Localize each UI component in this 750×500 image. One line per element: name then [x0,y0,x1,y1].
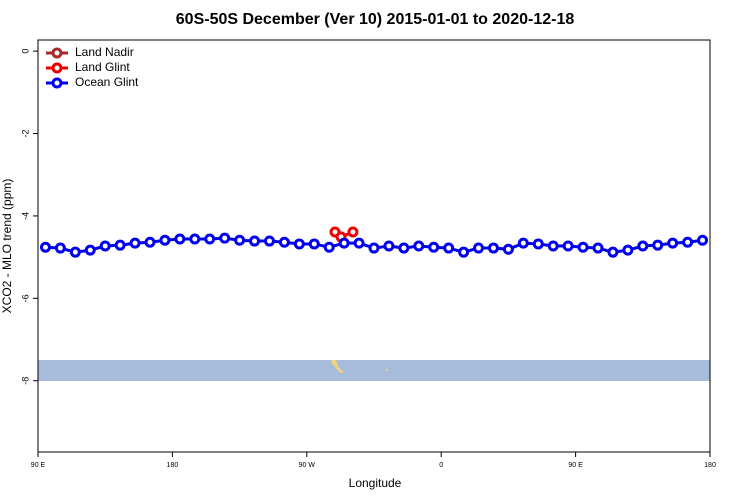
y-tick-label: -8 [20,377,30,385]
point [592,242,604,254]
point [129,237,141,249]
point [428,241,440,253]
point [189,233,201,245]
point [54,242,66,254]
x-tick-label: 180 [167,462,179,469]
y-tick-label: -4 [20,212,30,220]
point [383,240,395,252]
point [323,241,335,253]
point [159,234,171,246]
x-tick-label: 0 [439,462,443,469]
point [458,246,470,258]
point [607,246,619,258]
point [249,235,261,247]
point [398,242,410,254]
point [278,236,290,248]
legend-label: Ocean Glint [75,75,139,89]
x-tick-label: 90 E [568,462,583,469]
point [84,244,96,256]
legend-marker [51,62,63,74]
point [144,236,156,248]
legend-label: Land Glint [75,60,130,74]
point [577,241,589,253]
x-tick-label: 90 E [31,462,46,469]
point [293,238,305,250]
point [697,234,709,246]
point [204,233,216,245]
map-strip [38,360,710,381]
point [502,243,514,255]
y-tick-label: 0 [20,49,30,54]
point [652,239,664,251]
point [308,238,320,250]
point [353,237,365,249]
x-axis-label: Longitude [349,476,402,490]
y-axis-label: XCO2 - MLO trend (ppm) [0,179,14,314]
legend-label: Land Nadir [75,45,134,59]
point [114,239,126,251]
chart-title: 60S-50S December (Ver 10) 2015-01-01 to … [176,11,575,28]
point [517,237,529,249]
point [622,244,634,256]
point [368,242,380,254]
point [637,240,649,252]
point [234,234,246,246]
plot-frame [37,39,711,453]
point [443,242,455,254]
legend-marker [51,47,63,59]
legend-marker [51,77,63,89]
y-tick-label: -6 [20,294,30,302]
point [69,246,81,258]
point [338,237,350,249]
point [487,242,499,254]
point [532,238,544,250]
point [667,237,679,249]
point [219,232,231,244]
x-tick-label: 180 [704,462,716,469]
point [99,240,111,252]
point [562,240,574,252]
point [682,236,694,248]
point [263,235,275,247]
point [39,241,51,253]
point [413,240,425,252]
point [174,233,186,245]
y-tick-label: -2 [20,130,30,138]
x-tick-label: 90 W [299,462,316,469]
point [473,242,485,254]
point [547,240,559,252]
point [347,226,359,238]
